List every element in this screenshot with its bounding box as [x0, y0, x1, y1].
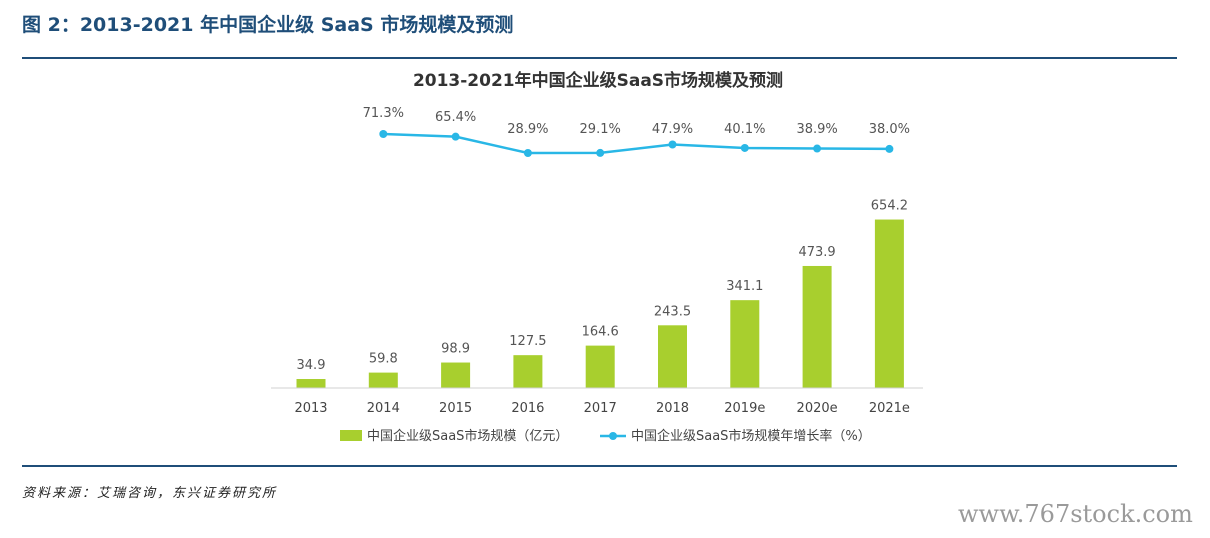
figure-caption: 图 2：2013-2021 年中国企业级 SaaS 市场规模及预测: [22, 14, 514, 36]
x-tick-2019e: 2019e: [724, 401, 765, 416]
growth-point-2020e: [813, 144, 822, 153]
growth-label-2021e: 38.0%: [869, 122, 910, 137]
growth-label-2015: 65.4%: [435, 110, 476, 125]
growth-label-2018: 47.9%: [652, 122, 693, 137]
x-tick-2020e: 2020e: [797, 401, 838, 416]
bar-2017: [585, 345, 615, 388]
bar-2018: [658, 325, 687, 388]
chart-title: 2013-2021年中国企业级SaaS市场规模及预测: [413, 70, 783, 91]
legend-bar-label: 中国企业级SaaS市场规模（亿元）: [367, 428, 568, 444]
bar-label-2019e: 341.1: [726, 279, 763, 294]
growth-line-layer: 71.3% 65.4% 28.9% 29.1% 47.9% 40.1% 38.9% 38.0%: [363, 106, 910, 157]
bar-label-2016: 127.5: [509, 334, 546, 349]
growth-point-2018: [668, 140, 677, 149]
bar-label-2021e: 654.2: [871, 199, 908, 214]
top-rule: [22, 57, 1177, 59]
x-tick-2018: 2018: [656, 401, 689, 416]
bar-2014: [368, 372, 398, 388]
bar-label-2018: 243.5: [654, 304, 691, 319]
growth-label-2017: 29.1%: [580, 122, 621, 137]
bar-2015: [441, 362, 471, 388]
growth-label-2019e: 40.1%: [724, 122, 765, 137]
watermark: www.767stock.com: [958, 500, 1193, 528]
bottom-rule: [22, 465, 1177, 467]
x-tick-2017: 2017: [584, 401, 617, 416]
bar-label-2020e: 473.9: [798, 245, 835, 260]
bar-2013: [296, 379, 326, 388]
x-tick-2015: 2015: [439, 401, 472, 416]
bar-2021e: [874, 219, 904, 388]
growth-label-2016: 28.9%: [507, 122, 548, 137]
x-tick-2014: 2014: [367, 401, 400, 416]
legend-bar-swatch: [340, 430, 362, 441]
bar-label-2017: 164.6: [582, 325, 619, 340]
bar-label-2013: 34.9: [297, 358, 326, 373]
bar-layer: 34.9 59.8 98.9 127.5 164.6 243.5 341.1 473.9 654…: [296, 199, 908, 388]
legend-line-marker: [609, 432, 617, 440]
x-axis-ticks: 2013 2014 2015 2016 2017 2018 2019e 2020e 2021e: [294, 401, 909, 416]
bar-2019e: [730, 300, 760, 388]
x-tick-2016: 2016: [511, 401, 544, 416]
bar-2016: [513, 355, 543, 388]
x-tick-2021e: 2021e: [869, 401, 910, 416]
x-tick-2013: 2013: [294, 401, 327, 416]
bar-label-2014: 59.8: [369, 352, 398, 367]
legend: 中国企业级SaaS市场规模（亿元） 中国企业级SaaS市场规模年增长率（%）: [340, 428, 871, 444]
growth-point-2017: [596, 148, 605, 157]
growth-label-2020e: 38.9%: [796, 122, 837, 137]
legend-line-label: 中国企业级SaaS市场规模年增长率（%）: [631, 428, 871, 444]
bar-2020e: [802, 265, 832, 388]
growth-point-2016: [523, 149, 532, 157]
source-note: 资料来源：艾瑞咨询，东兴证券研究所: [22, 486, 278, 501]
bar-label-2015: 98.9: [441, 342, 470, 357]
growth-point-2014: [379, 130, 388, 138]
growth-label-2014: 71.3%: [363, 106, 404, 121]
growth-point-2021e: [885, 144, 894, 153]
growth-line: [383, 132, 890, 155]
growth-point-2015: [451, 132, 460, 141]
growth-point-2019e: [740, 143, 749, 152]
